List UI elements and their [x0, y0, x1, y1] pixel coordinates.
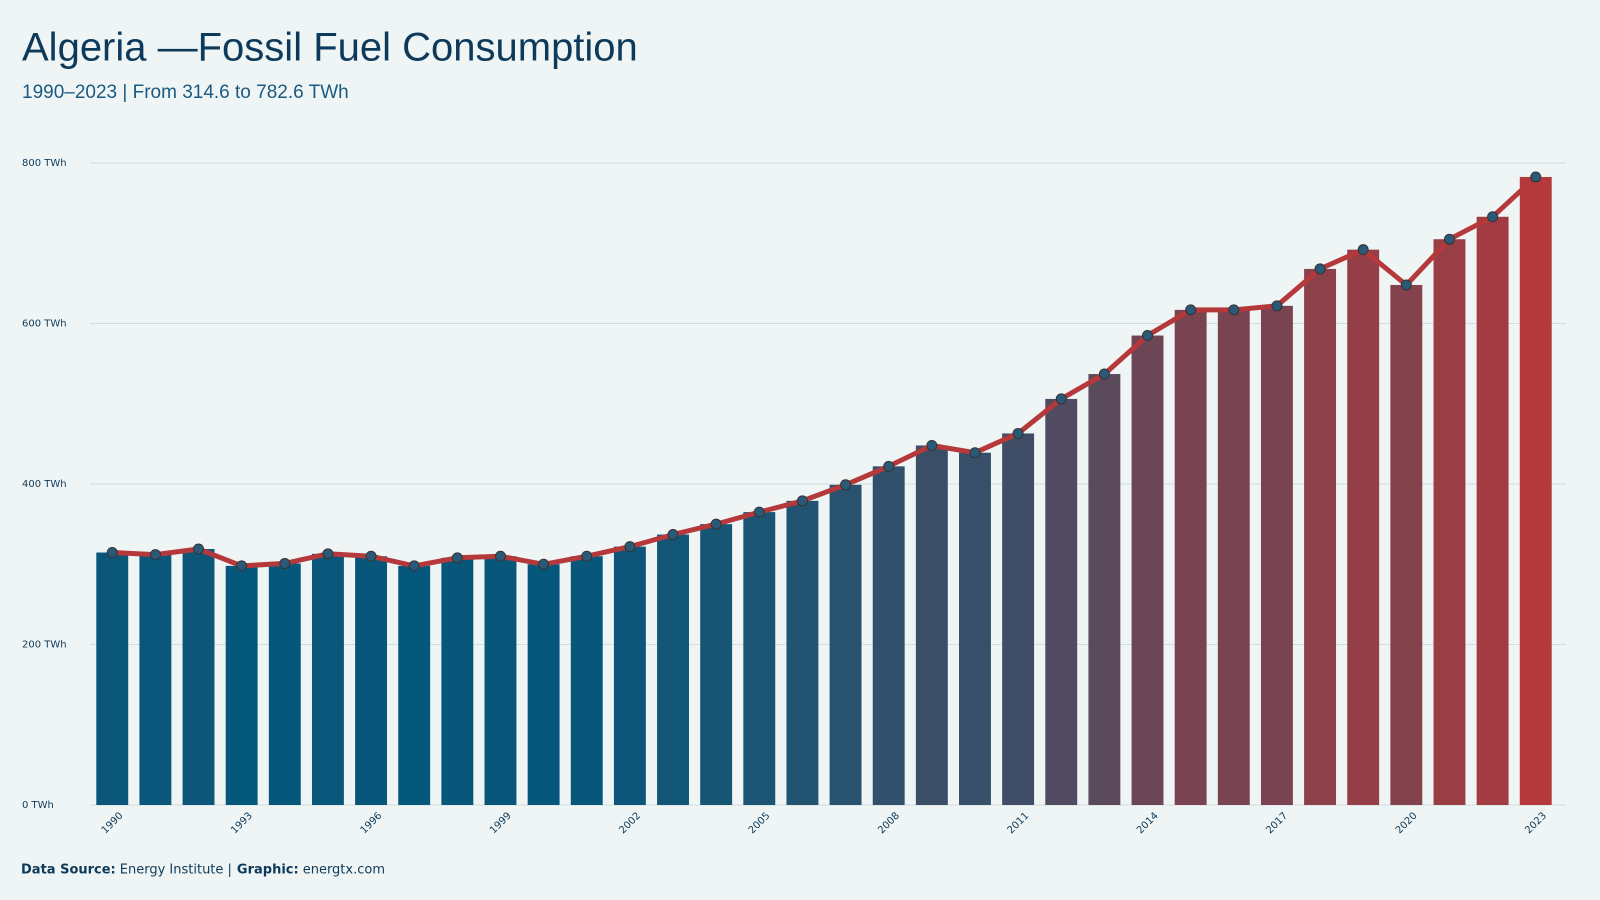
- y-tick-label: 400 TWh: [22, 479, 67, 490]
- bar: [1260, 305, 1293, 805]
- point: [538, 558, 550, 570]
- bar: [355, 556, 388, 805]
- point: [365, 550, 377, 562]
- point: [1098, 368, 1110, 380]
- bar: [1088, 374, 1121, 805]
- point: [322, 548, 334, 560]
- bar: [1476, 216, 1509, 805]
- point: [710, 518, 722, 530]
- bar: [527, 564, 560, 805]
- bar: [96, 552, 129, 805]
- point: [193, 543, 205, 555]
- bar: [1433, 239, 1466, 806]
- point: [236, 560, 248, 572]
- footer-text: energtx.com: [303, 863, 385, 878]
- point: [106, 547, 118, 559]
- point: [840, 479, 852, 491]
- point: [1314, 263, 1326, 275]
- point: [149, 549, 161, 561]
- point: [926, 439, 938, 451]
- bar: [829, 484, 862, 805]
- point: [279, 557, 291, 569]
- point: [796, 495, 808, 507]
- bar: [1131, 335, 1164, 805]
- bar: [613, 546, 646, 805]
- bar: [700, 524, 733, 805]
- bar: [441, 557, 474, 805]
- bar: [872, 466, 905, 805]
- footer-label: Data Source:: [21, 863, 116, 878]
- bar: [1174, 309, 1207, 805]
- point: [1185, 304, 1197, 316]
- trend-line: [112, 175, 1538, 569]
- bar: [1519, 176, 1552, 805]
- footer: Data Source: Energy Institute | Graphic: en…: [21, 863, 385, 878]
- bar: [1347, 249, 1380, 806]
- point: [1055, 393, 1067, 405]
- point: [1400, 279, 1412, 291]
- point: [1487, 211, 1499, 223]
- point: [969, 447, 981, 459]
- point: [494, 550, 506, 562]
- line-layer: [106, 171, 1542, 572]
- point: [753, 506, 765, 518]
- bar: [1217, 309, 1250, 805]
- bar: [959, 452, 991, 805]
- bar: [139, 554, 172, 805]
- footer-text: Energy Institute |: [120, 863, 232, 878]
- point: [1228, 304, 1240, 316]
- bars: [96, 176, 1552, 806]
- y-tick-label: 0 TWh: [22, 800, 54, 811]
- bar: [743, 512, 776, 805]
- bar: [1390, 284, 1423, 806]
- bar: [657, 534, 689, 805]
- bar: [1045, 398, 1078, 805]
- point: [408, 560, 420, 572]
- y-tick-label: 800 TWh: [22, 158, 67, 169]
- chart-subtitle: 1990–2023 | From 314.6 to 782.6 TWh: [22, 82, 349, 103]
- point: [1271, 300, 1283, 312]
- footer-label: Graphic:: [237, 863, 299, 878]
- bar: [182, 549, 215, 805]
- y-tick-label: 200 TWh: [22, 640, 67, 651]
- bar: [311, 553, 344, 805]
- point: [883, 460, 895, 472]
- bar: [268, 563, 301, 805]
- point: [667, 529, 679, 541]
- bar: [786, 500, 819, 805]
- point: [624, 541, 636, 553]
- point: [1012, 427, 1024, 439]
- point: [451, 552, 463, 564]
- point: [1443, 233, 1455, 245]
- chart-title: Algeria —Fossil Fuel Consumption: [22, 26, 638, 70]
- point: [1530, 171, 1542, 183]
- point: [1357, 244, 1369, 256]
- bar: [915, 445, 948, 805]
- bar: [484, 556, 517, 805]
- bar: [570, 556, 603, 805]
- point: [581, 550, 593, 562]
- bar: [1304, 268, 1337, 805]
- y-tick-label: 600 TWh: [22, 319, 67, 330]
- point: [1142, 330, 1154, 342]
- bar: [225, 565, 258, 805]
- bar: [1002, 433, 1035, 805]
- bar: [398, 565, 431, 805]
